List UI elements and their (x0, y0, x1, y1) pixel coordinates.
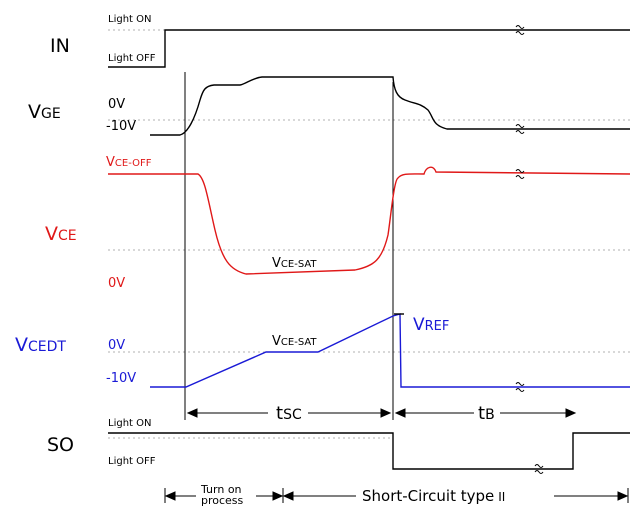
signal-label-vce: VCE (45, 223, 77, 245)
turn-on-phase-arrow (164, 491, 284, 501)
turn-on-label-line2: process (201, 494, 244, 507)
short-circuit-label: Short-Circuit type II (362, 487, 505, 505)
tb-label: tB (478, 403, 495, 424)
reference-lines (108, 29, 630, 439)
vge-zero-label: 0V (108, 97, 125, 112)
in-light-off-label: Light OFF (108, 53, 156, 64)
vref-label: VREF (413, 315, 449, 335)
so-light-on-label: Light ON (108, 418, 152, 429)
so-waveform (108, 432, 630, 470)
vce-off-label: VCE-OFF (106, 155, 152, 170)
vce-zero-label: 0V (108, 276, 125, 291)
vcedt-zero-label: 0V (108, 338, 125, 353)
event-markers (164, 72, 629, 503)
tsc-interval-arrow (186, 408, 392, 418)
vcedt-minus10-label: -10V (106, 371, 136, 386)
vcedt-waveform (150, 313, 630, 388)
vge-waveform (150, 76, 630, 136)
vcedt-vce-sat-label: VCE-SAT (272, 334, 317, 349)
signal-label-so: SO (47, 434, 74, 456)
in-light-on-label: Light ON (108, 14, 152, 25)
vge-minus10-label: -10V (106, 119, 136, 134)
signal-label-in: IN (50, 35, 70, 57)
vce-waveform (108, 166, 631, 275)
tsc-label: tSC (276, 403, 302, 424)
signal-label-vcedt: VCEDT (15, 334, 66, 356)
break-markers (515, 25, 544, 474)
signal-label-vge: VGE (28, 101, 61, 123)
short-circuit-phase-arrow (282, 491, 629, 501)
in-waveform (108, 29, 630, 68)
vce-sat-label: VCE-SAT (272, 256, 317, 271)
turn-on-label-line1: Turn on (200, 483, 242, 496)
tb-interval-arrow (394, 408, 577, 418)
so-light-off-label: Light OFF (108, 456, 156, 467)
